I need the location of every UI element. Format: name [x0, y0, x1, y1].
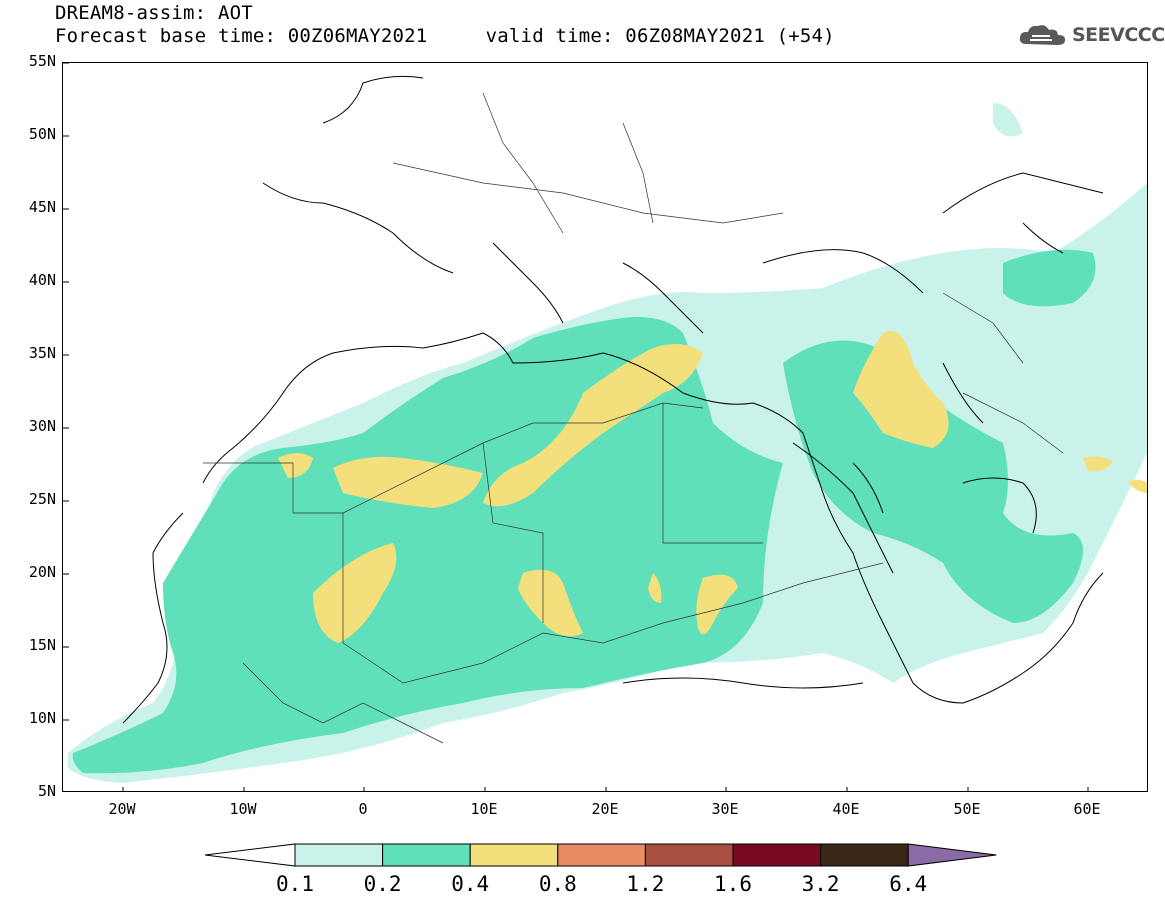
lat-label: 40N — [28, 271, 56, 289]
lon-label: 30E — [711, 800, 739, 818]
colorbar-tick-label: 6.4 — [889, 872, 928, 896]
coastlines — [122, 75, 1104, 724]
lat-label: 10N — [28, 709, 56, 727]
colorbar-swatch — [732, 843, 822, 867]
colorbar-tick-label: 1.2 — [626, 872, 665, 896]
logo-text: SEEVCCC — [1072, 24, 1165, 46]
colorbar-swatch — [294, 843, 384, 867]
lat-label: 25N — [28, 490, 56, 508]
lon-label: 50E — [953, 800, 981, 818]
lat-label: 35N — [28, 344, 56, 362]
colorbar-swatch — [557, 843, 646, 867]
colorbar-arrow-high — [907, 843, 997, 867]
lon-label: 20E — [591, 800, 619, 818]
chart-title: DREAM8-assim: AOT — [55, 2, 253, 24]
lon-label: 0 — [358, 800, 368, 818]
colorbar-tick-label: 3.2 — [801, 872, 840, 896]
seevccc-logo: SEEVCCC — [1018, 22, 1165, 48]
aot-contour-0.4 — [278, 331, 1147, 643]
colorbar-swatch — [644, 843, 734, 867]
colorbar-swatch — [469, 843, 559, 867]
colorbar-tick-label: 1.6 — [714, 872, 752, 896]
lat-label: 30N — [28, 417, 56, 435]
colorbar — [205, 843, 997, 867]
colorbar-tick-label: 0.8 — [538, 872, 577, 896]
colorbar-tick-label: 0.2 — [363, 872, 402, 896]
lon-label: 20W — [108, 800, 136, 818]
lat-label: 50N — [28, 125, 56, 143]
colorbar-tick-label: 0.1 — [276, 872, 314, 896]
lat-label: 5N — [37, 782, 56, 800]
lat-label: 15N — [28, 636, 56, 654]
axis-ticks — [63, 63, 1089, 791]
lat-label: 45N — [28, 198, 56, 216]
lat-label: 55N — [28, 52, 56, 70]
lon-label: 60E — [1073, 800, 1101, 818]
lon-label: 10E — [470, 800, 498, 818]
map-canvas — [63, 63, 1147, 791]
lat-label: 20N — [28, 563, 56, 581]
forecast-time-line: Forecast base time: 00Z06MAY2021 valid t… — [55, 25, 835, 47]
colorbar-arrow-low — [205, 843, 296, 867]
lon-label: 40E — [832, 800, 860, 818]
lon-label: 10W — [229, 800, 257, 818]
colorbar-tick-label: 0.4 — [451, 872, 490, 896]
colorbar-swatch — [382, 843, 471, 867]
colorbar-swatch — [820, 843, 909, 867]
political-borders — [203, 92, 1064, 744]
colorbar-swatches — [205, 843, 997, 867]
cloud-logo-icon — [1019, 25, 1066, 45]
aot-map — [62, 62, 1148, 792]
